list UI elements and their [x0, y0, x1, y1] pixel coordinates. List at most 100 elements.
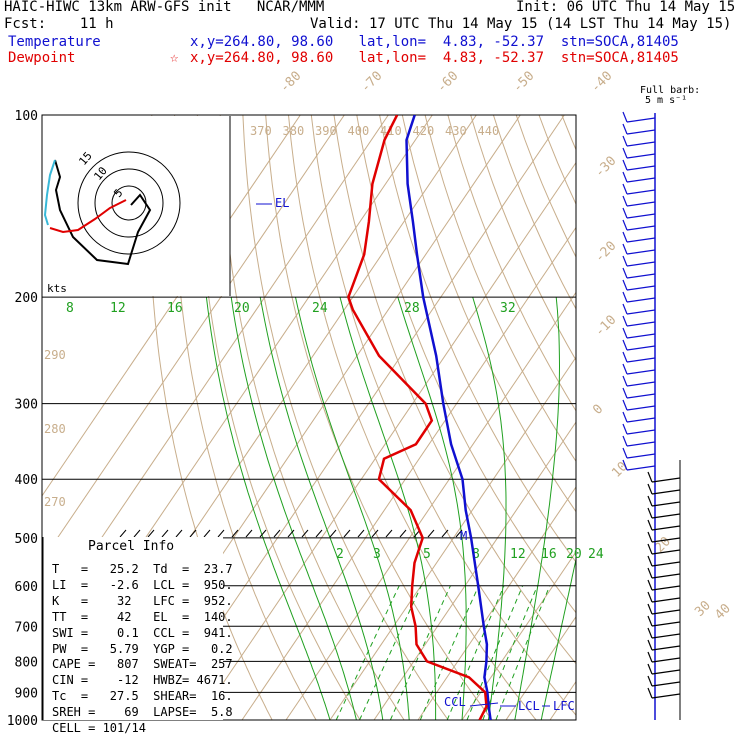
wind-barb-flag	[622, 411, 628, 423]
mixing-ratio-label: 12	[110, 301, 126, 316]
wind-barb	[651, 513, 681, 519]
wind-barb-flag	[647, 543, 653, 555]
isotherm-line	[42, 115, 345, 562]
dry-adiabat-line	[219, 115, 405, 720]
wind-barb	[651, 669, 681, 675]
wind-barb-flag	[622, 159, 628, 171]
parcel-info-row: Tc = 27.5 SHEAR= 16.	[52, 689, 233, 704]
wind-barb-flag	[647, 639, 653, 651]
hatch-tick	[203, 529, 211, 538]
barb-legend-line1: Full barb:	[640, 85, 701, 96]
parcel-info-row: T = 25.2 Td = 23.7	[52, 562, 233, 576]
isotherm-line	[373, 421, 576, 720]
wind-barb	[651, 561, 681, 567]
hodograph-ring	[94, 168, 164, 238]
wind-barb	[651, 501, 681, 507]
mixing-ratio-label: 2	[336, 547, 344, 562]
ccl-tick	[469, 702, 499, 707]
isotherm-label: -80	[277, 69, 304, 96]
theta-label: 440	[478, 124, 500, 138]
dry-adiabat-line	[470, 115, 576, 362]
mixing-ratio-label: 20	[234, 301, 250, 316]
wind-barb	[626, 141, 656, 147]
dewpoint-marker-icon: ☆	[170, 50, 179, 66]
moist-adiabat-line	[472, 296, 507, 720]
wind-barb-flag	[647, 495, 653, 507]
parcel-info-row: CELL = 101/14	[52, 721, 146, 735]
pressure-tick-label: 300	[15, 398, 38, 413]
wind-barb	[626, 297, 656, 303]
hatch-tick	[287, 529, 295, 538]
hodograph-trace-lower	[49, 199, 127, 234]
isotherm-line	[285, 291, 576, 720]
isotherm-label: -10	[592, 313, 619, 340]
hodograph-units: kts	[47, 282, 67, 295]
wind-barb	[651, 585, 681, 591]
theta-label: 430	[445, 124, 467, 138]
parcel-info-row: SREH = 69 LAPSE= 5.8	[52, 705, 233, 720]
pressure-tick-label: 900	[15, 686, 38, 701]
dry-adiabat-line	[538, 115, 576, 206]
isotherm-line	[197, 161, 576, 720]
wind-barb-flag	[622, 219, 628, 231]
wind-barb-flag	[622, 195, 628, 207]
sounding-traces	[347, 115, 492, 720]
wind-barb-flag	[647, 555, 653, 567]
wind-barb-flag	[647, 531, 653, 543]
wind-barb-flag	[647, 687, 653, 699]
isotherm-label: -20	[592, 239, 619, 266]
isotherm-line	[461, 551, 576, 720]
mixing-ratio-label: 3	[373, 547, 381, 562]
hodograph-trace	[54, 159, 152, 266]
pressure-tick-label: 400	[15, 473, 38, 488]
isotherm-label: 30	[692, 598, 714, 620]
wind-barb	[626, 309, 656, 315]
wind-barb	[626, 273, 656, 279]
hatch-tick	[119, 529, 127, 538]
hatch-tick	[371, 529, 379, 538]
hatch-tick	[217, 529, 225, 538]
hodograph-ring	[77, 151, 181, 255]
hatch-tick	[399, 529, 407, 538]
wind-barb-flag	[622, 111, 628, 123]
wind-barb	[651, 657, 681, 663]
wind-barb	[626, 201, 656, 207]
theta-label: 390	[315, 124, 337, 138]
wind-barbs	[622, 111, 681, 720]
dry-adiabat-line	[424, 115, 576, 463]
isotherm-label: -60	[434, 69, 461, 96]
temperature-trace	[405, 115, 492, 720]
theta-label: 410	[380, 124, 402, 138]
hodograph-trace-upper	[43, 159, 56, 226]
annotation-m: M	[460, 529, 467, 543]
mixing-ratio-label: 8	[472, 547, 480, 562]
mixing-ratio-label: 32	[500, 301, 516, 316]
wind-barb	[651, 477, 681, 483]
wind-barb-flag	[647, 675, 653, 687]
header-line1-right: Init: 06 UTC Thu 14 May 15	[516, 0, 736, 15]
wind-barb-flag	[622, 435, 628, 447]
dry-adiabat-line	[401, 115, 576, 513]
isobars	[41, 114, 577, 721]
parcel-info-row: SWI = 0.1 CCL = 941.	[52, 625, 233, 640]
hatch-tick	[259, 529, 267, 538]
wind-barb-flag	[622, 291, 628, 303]
parcel-info-row: K = 32 LFC = 952.	[52, 593, 233, 608]
wind-barb	[626, 405, 656, 411]
wind-barb-flag	[622, 171, 628, 183]
wind-barb-flag	[622, 243, 628, 255]
temperature-info: x,y=264.80, 98.60 lat,lon= 4.83, -52.37 …	[190, 34, 679, 50]
dry-adiabat-line	[265, 115, 493, 720]
wind-barb	[626, 117, 656, 123]
wind-barb	[651, 621, 681, 627]
pressure-tick-label: 1000	[7, 714, 38, 729]
theta-label: 400	[348, 124, 370, 138]
dry-adiabat-line	[310, 115, 576, 716]
wind-barb-flag	[622, 315, 628, 327]
theta-label: 380	[283, 124, 305, 138]
dry-adiabat-line	[585, 115, 740, 720]
header-line2-left: Fcst: 11 h	[4, 16, 114, 32]
wind-barb-flag	[622, 327, 628, 339]
wind-barb-flag	[647, 567, 653, 579]
